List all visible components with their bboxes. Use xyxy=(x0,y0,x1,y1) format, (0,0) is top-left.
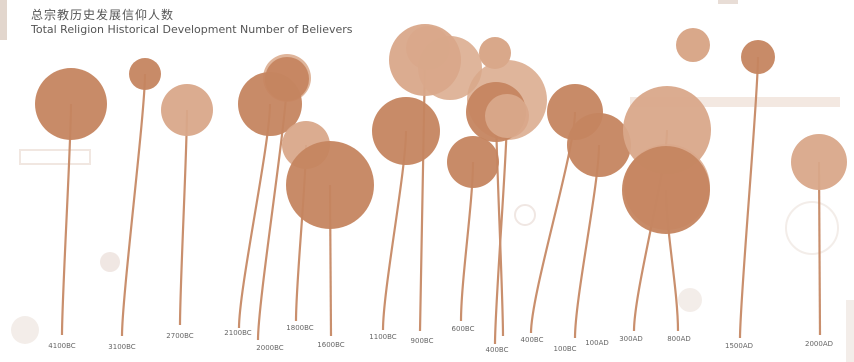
stem-1 xyxy=(120,73,147,337)
bubble-15 xyxy=(622,146,710,234)
x-label-12: 100BC xyxy=(554,345,577,353)
x-label-6: 1600BC xyxy=(317,341,344,349)
x-label-9: 600BC xyxy=(452,325,475,333)
x-label-1: 3100BC xyxy=(108,343,135,351)
bubble-17 xyxy=(791,134,847,190)
stem-2 xyxy=(178,109,189,326)
stem-3 xyxy=(237,103,272,329)
left-accent-bar xyxy=(0,0,7,40)
bubble-13 xyxy=(567,113,631,177)
bubble-16 xyxy=(741,40,775,74)
x-label-2: 2700BC xyxy=(166,332,193,340)
bubble-9 xyxy=(447,136,499,188)
bubble-11 xyxy=(485,94,529,138)
bubbles-layer xyxy=(35,24,847,234)
x-label-15: 800AD xyxy=(667,335,691,343)
bubble-8 xyxy=(389,24,461,96)
background-decoration xyxy=(11,0,854,362)
bubble-0 xyxy=(35,68,107,140)
chart-subtitle: Total Religion Historical Development Nu… xyxy=(31,23,353,36)
bubble-overlap-4 xyxy=(676,28,710,62)
stem-16 xyxy=(738,56,760,339)
x-label-14: 300AD xyxy=(619,335,643,343)
x-label-8: 900BC xyxy=(411,337,434,345)
x-label-16: 1500AD xyxy=(725,342,753,350)
chart-title: 总宗教历史发展信仰人数 xyxy=(31,8,175,22)
x-label-5: 1800BC xyxy=(286,324,313,332)
x-label-4: 2000BC xyxy=(256,344,283,352)
x-label-13: 100AD xyxy=(585,339,609,347)
bubble-4 xyxy=(265,57,309,101)
bubble-2 xyxy=(161,84,213,136)
x-label-0: 4100BC xyxy=(48,342,75,350)
x-label-10: 400BC xyxy=(486,346,509,354)
x-label-7: 1100BC xyxy=(369,333,396,341)
x-label-11: 400BC xyxy=(521,336,544,344)
bubble-7 xyxy=(372,97,440,165)
labels-layer: 4100BC 3100BC 2700BC 2100BC 2000BC 1800BC 1600… xyxy=(48,324,833,354)
x-label-3: 2100BC xyxy=(224,329,251,337)
bubble-6 xyxy=(286,141,374,229)
bubble-1 xyxy=(129,58,161,90)
x-label-17: 2000AD xyxy=(805,340,833,348)
bubble-overlap-6 xyxy=(479,37,511,69)
